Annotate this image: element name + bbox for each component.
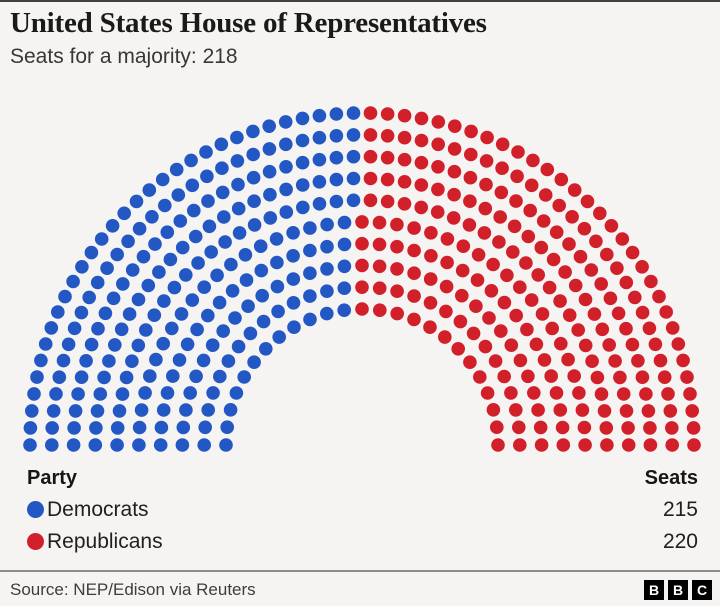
legend-header-row: Party Seats	[27, 466, 698, 490]
legend-party-header: Party	[27, 467, 78, 489]
democrats-dot-icon	[27, 501, 44, 518]
legend-seats-header: Seats	[644, 467, 698, 489]
bbc-logo: B B C	[644, 580, 712, 600]
footer-divider	[0, 570, 720, 572]
bbc-logo-letter-b1: B	[644, 580, 664, 600]
legend-row-democrats: Democrats 215	[27, 497, 698, 522]
bbc-logo-letter-b2: B	[668, 580, 688, 600]
republicans-dot-icon	[27, 533, 44, 550]
republicans-label: Republicans	[47, 530, 163, 553]
top-border	[0, 0, 720, 2]
parliament-seat-chart	[23, 106, 701, 452]
page-title: United States House of Representatives	[10, 7, 487, 39]
chart-subtitle: Seats for a majority: 218	[10, 45, 238, 68]
legend-row-republicans: Republicans 220	[27, 529, 698, 554]
footer: Source: NEP/Edison via Reuters B B C	[10, 577, 712, 603]
democrats-seats-value: 215	[662, 498, 698, 521]
bbc-logo-letter-c: C	[692, 580, 712, 600]
republicans-seats-value: 220	[662, 530, 698, 553]
legend: Party Seats Democrats 215 Republicans 22…	[27, 466, 698, 554]
source-text: Source: NEP/Edison via Reuters	[10, 580, 256, 599]
democrats-label: Democrats	[47, 498, 149, 521]
